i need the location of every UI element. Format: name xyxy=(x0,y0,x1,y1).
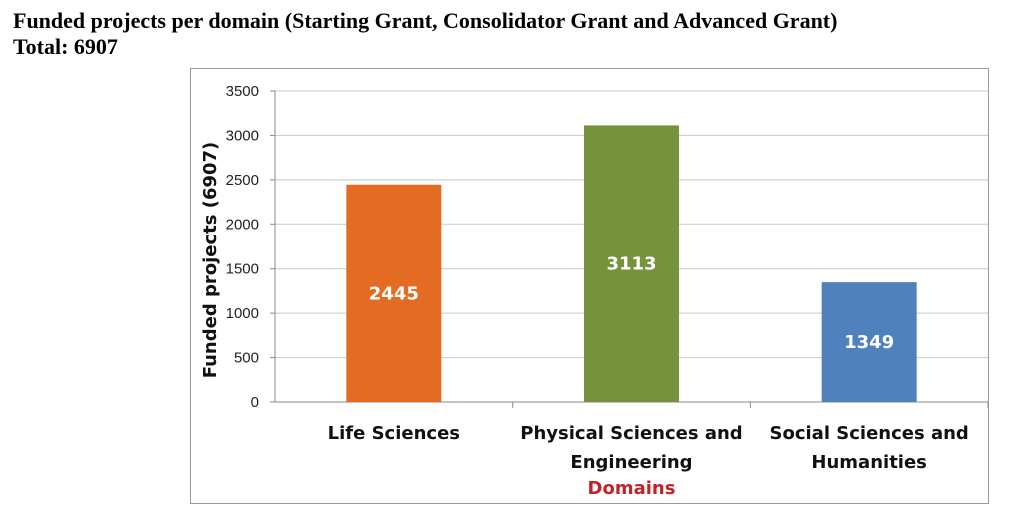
y-tick-label: 2000 xyxy=(226,216,259,233)
x-category-label: Life Sciences xyxy=(328,423,460,444)
x-category-label: Engineering xyxy=(570,452,692,473)
y-tick-label: 3000 xyxy=(226,127,259,144)
y-tick-label: 2500 xyxy=(226,172,259,189)
chart-title-line-1: Funded projects per domain (Starting Gra… xyxy=(13,8,838,33)
bar-value-label: 3113 xyxy=(606,254,656,275)
y-tick-label: 0 xyxy=(251,394,259,411)
bar-value-label: 1349 xyxy=(844,332,894,353)
y-tick-label: 1500 xyxy=(226,261,259,278)
chart-title: Funded projects per domain (Starting Gra… xyxy=(13,8,837,60)
bar-value-label: 2445 xyxy=(369,283,419,304)
chart-title-total: Total: 6907 xyxy=(13,34,118,59)
x-category-label: Physical Sciences and xyxy=(520,423,742,444)
y-tick-label: 500 xyxy=(234,350,259,367)
bar xyxy=(584,125,679,403)
y-axis-title: Funded projects (6907) xyxy=(200,142,221,379)
y-tick-label: 3500 xyxy=(226,83,259,100)
bar xyxy=(346,184,442,402)
x-category-label: Humanities xyxy=(811,452,926,473)
x-category-label: Social Sciences and xyxy=(770,423,969,444)
y-tick-label: 1000 xyxy=(226,305,259,322)
x-axis-title: Domains xyxy=(588,478,676,499)
bar xyxy=(821,282,917,402)
